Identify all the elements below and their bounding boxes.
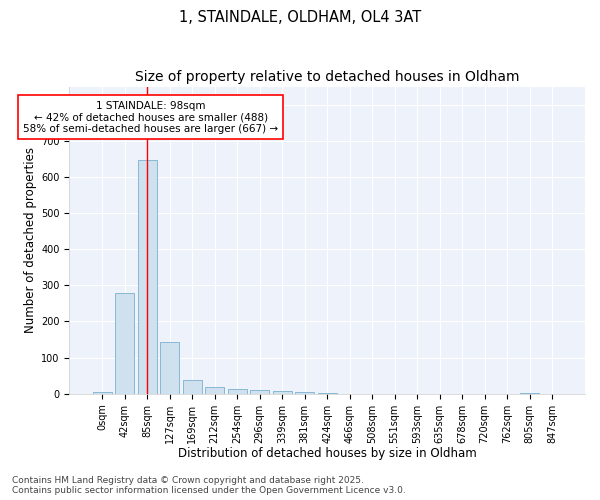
Bar (317, 393, 337, 394)
Bar (520, 393, 539, 394)
Bar (295, 392, 314, 394)
Text: 1 STAINDALE: 98sqm
← 42% of detached houses are smaller (488)
58% of semi-detach: 1 STAINDALE: 98sqm ← 42% of detached hou… (23, 100, 278, 134)
Bar (160, 342, 179, 394)
Bar (227, 388, 247, 394)
Text: Contains HM Land Registry data © Crown copyright and database right 2025.
Contai: Contains HM Land Registry data © Crown c… (12, 476, 406, 495)
Y-axis label: Number of detached properties: Number of detached properties (24, 147, 37, 333)
Text: 1, STAINDALE, OLDHAM, OL4 3AT: 1, STAINDALE, OLDHAM, OL4 3AT (179, 10, 421, 25)
Bar (205, 386, 224, 394)
Bar (250, 390, 269, 394)
Bar (137, 160, 157, 394)
Title: Size of property relative to detached houses in Oldham: Size of property relative to detached ho… (135, 70, 520, 84)
Bar (92, 392, 112, 394)
Bar (182, 380, 202, 394)
Bar (272, 391, 292, 394)
X-axis label: Distribution of detached houses by size in Oldham: Distribution of detached houses by size … (178, 447, 476, 460)
Bar (115, 294, 134, 394)
